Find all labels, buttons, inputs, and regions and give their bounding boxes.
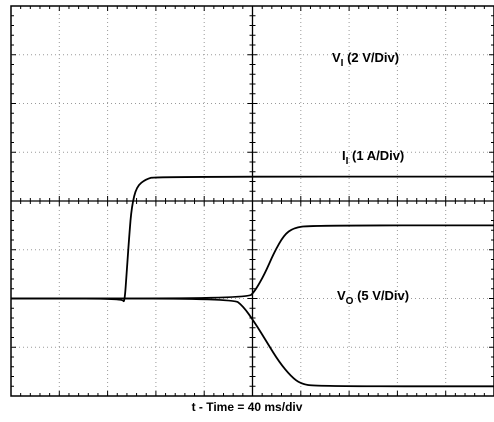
trace-label-vi: VI (2 V/Div)	[332, 50, 399, 69]
time-axis-label: t - Time = 40 ms/div	[191, 400, 303, 414]
trace-label-ii: II (1 A/Div)	[342, 148, 404, 167]
oscilloscope-plot: VI (2 V/Div) II (1 A/Div) VO (5 V/Div)	[10, 5, 494, 397]
trace-vi	[10, 175, 494, 303]
grid	[10, 5, 494, 397]
trace-vo	[10, 297, 494, 388]
trace-label-vo: VO (5 V/Div)	[337, 288, 409, 307]
traces	[10, 175, 494, 388]
